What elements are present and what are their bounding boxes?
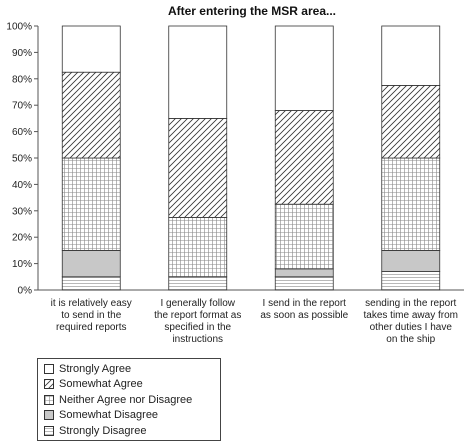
bar-segment	[274, 25, 334, 111]
bar-segment	[381, 25, 441, 86]
bar-segment	[381, 157, 441, 251]
bar-segment	[274, 203, 334, 270]
legend-swatch	[44, 363, 54, 374]
y-axis: 0% 10% 20% 30% 40% 50% 60% 70% 80% 90% 100%	[6, 22, 464, 297]
x-tick-label: it is relatively easy to send in the requi…	[51, 298, 132, 333]
y-tick-label: 70%	[12, 101, 32, 112]
legend-swatch	[44, 410, 54, 421]
legend-label: Strongly Agree	[59, 362, 132, 375]
bars	[61, 25, 441, 291]
legend-item: Somewhat Disagree	[44, 408, 220, 424]
y-tick-label: 80%	[12, 74, 32, 85]
legend-item: Neither Agree nor Disagree	[44, 392, 220, 408]
legend-item: Strongly Disagree	[44, 423, 220, 439]
legend-label: Somewhat Agree	[59, 378, 143, 391]
chart-title: After entering the MSR area...	[168, 4, 336, 18]
legend-item: Strongly Agree	[44, 361, 220, 377]
bar-segment	[61, 157, 121, 251]
legend-item: Somewhat Agree	[44, 377, 220, 393]
y-tick-label: 50%	[12, 154, 32, 165]
y-tick-label: 40%	[12, 180, 32, 191]
x-tick-label: I generally follow the report format as sp…	[154, 298, 241, 345]
x-axis-labels: it is relatively easy to send in the requi…	[51, 298, 458, 345]
bar-segment	[381, 85, 441, 159]
legend-label: Strongly Disagree	[59, 424, 147, 437]
bar-segment	[274, 276, 334, 291]
legend-swatch	[44, 379, 54, 390]
bar-segment	[61, 249, 121, 278]
y-tick-label: 90%	[12, 48, 32, 59]
bar-segment	[381, 271, 441, 291]
bar-segment	[168, 216, 228, 278]
bar-segment	[274, 268, 334, 278]
x-tick-label: sending in the report takes time away fro…	[364, 298, 458, 345]
legend-label: Somewhat Disagree	[59, 409, 159, 422]
y-tick-label: 10%	[12, 259, 32, 270]
bar-segment	[168, 276, 228, 291]
y-tick-label: 30%	[12, 206, 32, 217]
legend-label: Neither Agree nor Disagree	[59, 393, 193, 406]
y-tick-label: 20%	[12, 233, 32, 244]
y-tick-label: 100%	[6, 22, 32, 33]
bar-segment	[61, 71, 121, 159]
bar-segment	[61, 276, 121, 291]
legend-swatch	[44, 425, 54, 436]
bar-segment	[168, 118, 228, 218]
bar-segment	[274, 110, 334, 205]
bar-segment	[61, 25, 121, 73]
y-tick-label: 0%	[18, 286, 33, 297]
legend-swatch	[44, 394, 54, 405]
bar-segment	[381, 249, 441, 272]
bar-segment	[168, 25, 228, 119]
y-tick-label: 60%	[12, 127, 32, 138]
legend: Strongly Agree Somewhat Agree Neither Agre…	[37, 358, 221, 441]
x-tick-label: I send in the report as soon as possible	[260, 298, 348, 321]
